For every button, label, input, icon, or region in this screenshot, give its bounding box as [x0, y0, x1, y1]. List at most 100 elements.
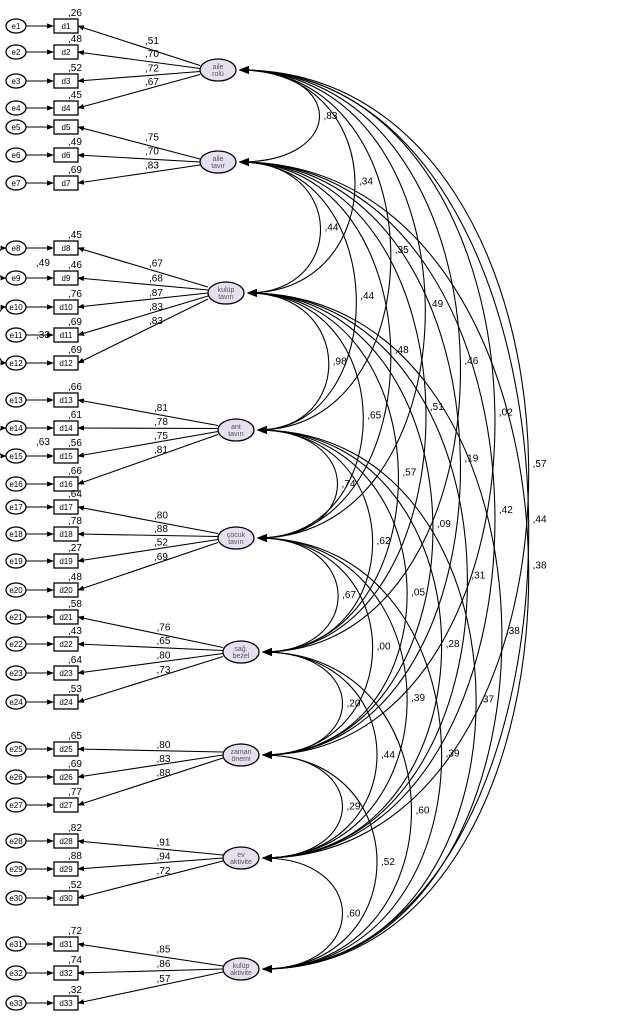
r-squared-label: ,43 — [68, 626, 82, 637]
r-squared-label: ,64 — [68, 489, 82, 500]
factor-covariance-arc — [257, 426, 339, 542]
error-label: e22 — [9, 640, 23, 649]
covariance-label: ,02 — [499, 408, 513, 419]
loading-path — [77, 70, 201, 84]
indicator-box — [53, 665, 79, 681]
covariance-label: ,28 — [446, 639, 460, 650]
error-label: e8 — [12, 244, 21, 253]
loading-path — [77, 25, 201, 67]
factor-covariance-arc — [239, 66, 530, 973]
loading-path — [77, 652, 224, 675]
factor-covariance-arc — [239, 66, 426, 542]
covariance-label: ,42 — [499, 505, 513, 516]
latent-factor — [222, 640, 260, 664]
error-term — [5, 890, 27, 906]
indicator-label: d10 — [59, 303, 73, 312]
covariance-label: ,38 — [533, 561, 547, 572]
indicator-box — [53, 769, 79, 785]
error-label: e30 — [9, 894, 23, 903]
error-covariance-label: ,63 — [36, 437, 50, 448]
loading-label: ,86 — [157, 959, 171, 970]
latent-factor-label: kulüp — [218, 287, 235, 294]
indicator-label: d7 — [62, 179, 71, 188]
indicator-box — [53, 965, 79, 981]
indicator-label: d3 — [62, 77, 71, 86]
loading-label: ,69 — [154, 552, 168, 563]
error-term — [5, 18, 27, 34]
indicator-label: d1 — [62, 22, 71, 31]
loading-path — [77, 433, 219, 485]
latent-factor — [207, 281, 245, 305]
latent-factor-label: çocuk — [227, 532, 246, 539]
error-term — [5, 797, 27, 813]
factor-covariance-arc — [239, 158, 461, 759]
loading-label: ,80 — [154, 511, 168, 522]
indicator-label: d27 — [59, 801, 73, 810]
covariance-label: ,37 — [480, 695, 494, 706]
indicator-box — [53, 582, 79, 598]
error-label: e14 — [9, 424, 23, 433]
error-label: e12 — [9, 359, 23, 368]
loading-path — [77, 125, 201, 160]
latent-factor-label: kulüp — [233, 963, 250, 970]
error-label: e29 — [9, 865, 23, 874]
error-covariance-arc — [0, 304, 7, 366]
error-label: e17 — [9, 503, 23, 512]
error-term — [5, 861, 27, 877]
indicator-box — [53, 147, 79, 163]
loading-path — [77, 425, 219, 431]
latent-factor-label: zaman — [230, 749, 251, 756]
loading-label: ,67 — [149, 259, 163, 270]
loading-label: ,65 — [157, 636, 171, 647]
factor-covariance-arc — [262, 854, 344, 973]
latent-factor-label: ev — [237, 852, 245, 859]
latent-factor-label: aile — [213, 156, 224, 163]
error-label: e21 — [9, 613, 23, 622]
loading-label: ,81 — [154, 403, 168, 414]
indicator-box — [53, 44, 79, 60]
factor-covariance-arc — [247, 289, 399, 656]
error-term — [5, 119, 27, 135]
r-squared-label: ,48 — [68, 572, 82, 583]
loading-label: ,80 — [157, 740, 171, 751]
factor-covariance-arc — [239, 158, 321, 297]
error-label: e19 — [9, 557, 23, 566]
r-squared-label: ,56 — [68, 438, 82, 449]
error-term — [5, 741, 27, 757]
error-label: e20 — [9, 586, 23, 595]
indicator-box — [53, 995, 79, 1011]
loading-label: ,57 — [157, 974, 171, 985]
indicator-label: d2 — [62, 48, 71, 57]
loading-path — [77, 292, 209, 309]
factor-covariance-arc — [262, 648, 378, 862]
indicator-box — [53, 355, 79, 371]
r-squared-label: ,66 — [68, 466, 82, 477]
error-covariance-label: ,49 — [36, 258, 50, 269]
indicator-box — [53, 476, 79, 492]
factor-covariance-arc — [262, 648, 412, 973]
covariance-label: ,62 — [377, 536, 391, 547]
latent-factor — [217, 526, 255, 550]
loading-label: ,81 — [154, 445, 168, 456]
loading-path — [77, 505, 219, 535]
loading-label: ,80 — [157, 651, 171, 662]
factor-covariance-arc — [257, 534, 374, 759]
indicator-label: d28 — [59, 837, 73, 846]
loading-label: ,83 — [145, 161, 159, 172]
error-label: e25 — [9, 745, 23, 754]
error-covariance-arc — [0, 425, 7, 459]
indicator-label: d22 — [59, 640, 73, 649]
indicator-box — [53, 119, 79, 135]
covariance-label: ,44 — [533, 515, 547, 526]
covariance-label: ,49 — [429, 299, 443, 310]
error-label: e3 — [12, 77, 21, 86]
loading-path — [77, 50, 201, 70]
error-label: e1 — [12, 22, 21, 31]
indicator-box — [53, 420, 79, 436]
error-label: e11 — [10, 331, 23, 340]
indicator-box — [53, 327, 79, 343]
covariance-label: ,44 — [325, 223, 339, 234]
latent-factor — [222, 957, 260, 981]
covariance-label: ,20 — [347, 699, 361, 710]
